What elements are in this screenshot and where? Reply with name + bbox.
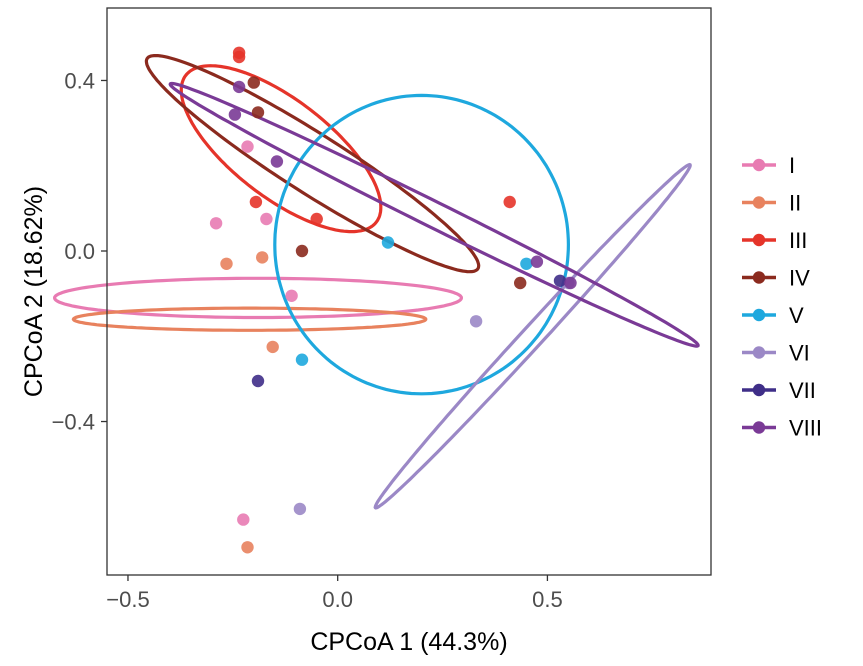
x-axis: −0.5 0.0 0.5 [106, 575, 563, 612]
y-tick-label: 0.4 [64, 68, 95, 93]
point-group-v [295, 353, 309, 366]
legend-label: VII [789, 378, 816, 403]
ellipse-group-iv [144, 53, 481, 274]
point-group-v [381, 236, 395, 249]
legend-item-iii: III [742, 228, 807, 253]
ellipse-group-v [273, 93, 571, 396]
legend-item-viii: VIII [742, 416, 822, 441]
point-group-viii [270, 155, 284, 168]
legend-label: I [789, 153, 795, 178]
confidence-ellipses [52, 53, 700, 510]
point-group-iii [310, 212, 323, 226]
legend-key-point [752, 346, 766, 359]
legend-key-point [752, 158, 766, 172]
point-group-iv [247, 76, 260, 89]
legend-item-ii: II [742, 191, 801, 216]
legend-key-point [752, 383, 766, 397]
legend-label: VI [789, 341, 810, 366]
point-group-ii [266, 340, 279, 354]
legend-key-point [752, 421, 766, 434]
point-group-i [209, 217, 223, 230]
sample-points [209, 46, 577, 554]
y-axis-label: CPCoA 2 (18.62%) [20, 186, 48, 397]
x-tick-label: −0.5 [106, 587, 149, 612]
point-group-viii [530, 255, 544, 268]
point-group-i [237, 513, 250, 526]
legend-key-point [752, 233, 766, 247]
legend-item-iv: IV [742, 266, 810, 291]
point-group-i [241, 140, 254, 153]
point-group-iii [503, 195, 516, 209]
legend-label: V [789, 303, 804, 328]
legend-key-point [752, 308, 766, 322]
legend-label: III [789, 228, 807, 253]
ellipse-group-ii [71, 306, 428, 332]
point-group-ii [256, 251, 269, 264]
ellipse-group-vi [373, 162, 692, 510]
x-axis-label: CPCoA 1 (44.3%) [310, 628, 507, 656]
y-tick-label: 0.0 [64, 239, 95, 264]
y-tick-label: −0.4 [52, 410, 95, 435]
legend-item-v: V [742, 303, 804, 328]
point-group-iv [251, 106, 265, 119]
point-group-iv [514, 276, 527, 290]
legend-item-vii: VII [742, 378, 816, 403]
x-tick-label: 0.5 [532, 587, 563, 612]
legend-label: IV [789, 266, 810, 291]
point-group-i [260, 212, 273, 226]
point-group-ii [241, 541, 254, 554]
point-group-vi [293, 502, 307, 516]
legend-item-vi: VI [742, 341, 810, 366]
legend-label: II [789, 191, 801, 216]
point-group-iv [295, 244, 309, 258]
point-group-viii [232, 80, 246, 94]
ellipse-group-viii [168, 81, 700, 348]
point-group-i [285, 289, 298, 302]
point-group-vi [469, 315, 483, 328]
legend-key-point [752, 271, 766, 284]
legend-key-point [752, 196, 766, 209]
ellipse-group-i [52, 276, 464, 320]
panel-border [106, 7, 712, 576]
point-group-iii [232, 50, 246, 64]
point-group-vii [251, 374, 265, 388]
point-group-ii [220, 257, 233, 270]
point-group-viii [228, 108, 242, 121]
legend-label: VIII [789, 416, 822, 441]
point-group-v [520, 257, 533, 270]
x-tick-label: 0.0 [322, 587, 353, 612]
legend-item-i: I [742, 153, 795, 178]
point-group-iii [249, 195, 263, 209]
y-axis: −0.4 0.0 0.4 [52, 68, 107, 435]
point-group-viii [564, 276, 577, 290]
point-group-vii [553, 274, 567, 287]
ellipse-group-iii [179, 64, 383, 234]
